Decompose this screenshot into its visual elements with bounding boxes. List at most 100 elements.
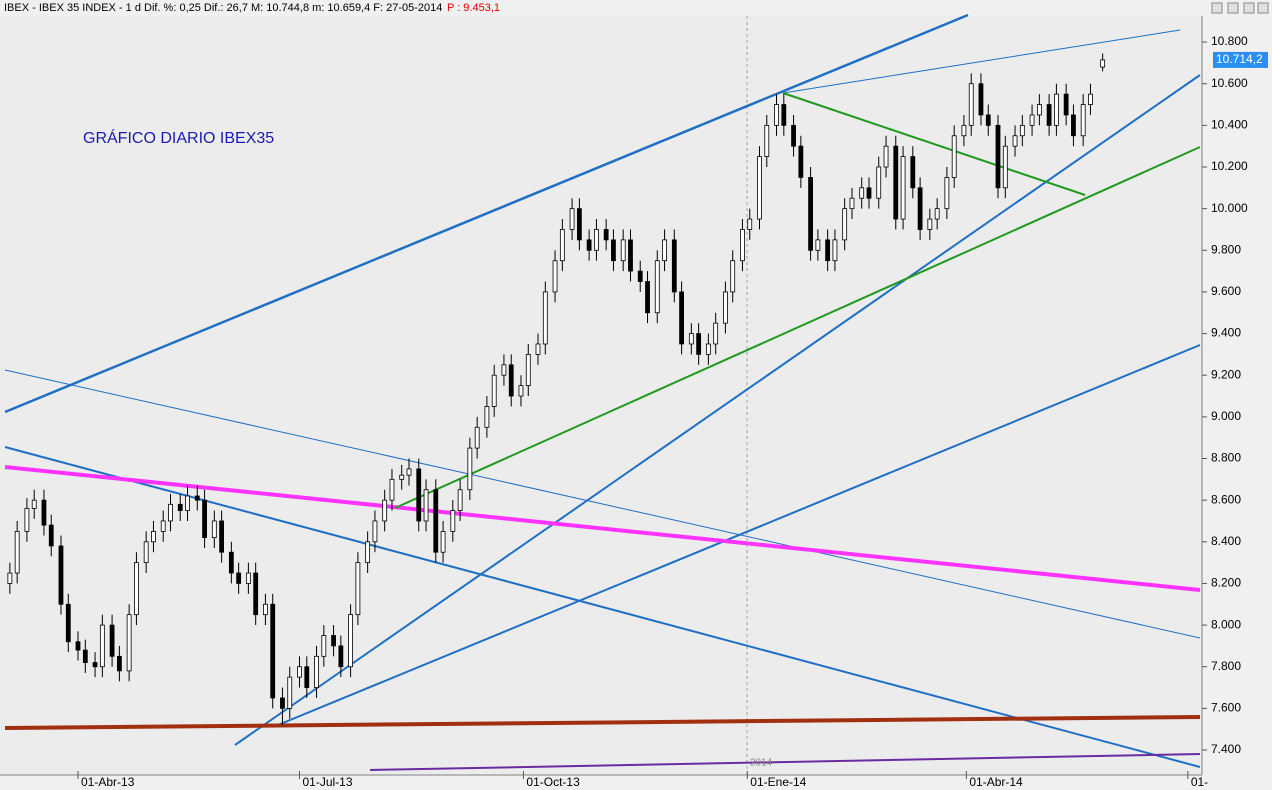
candle-body xyxy=(236,572,242,584)
candle-body xyxy=(263,603,268,616)
candle-body xyxy=(757,156,762,220)
candle-body xyxy=(389,478,395,501)
candle-body xyxy=(944,177,950,210)
candle-body xyxy=(48,524,54,547)
plot-area xyxy=(0,16,1202,775)
candle-body xyxy=(491,374,497,407)
trend-line xyxy=(782,29,1181,94)
candle-body xyxy=(815,239,821,251)
candle-body xyxy=(151,530,156,543)
x-tick-label: 01-Ene-14 xyxy=(750,775,806,789)
candle-body xyxy=(671,239,677,293)
candle-body xyxy=(484,406,490,428)
candle-body xyxy=(211,520,217,539)
candle-body xyxy=(525,353,531,387)
candle-body xyxy=(1100,59,1106,68)
candle-body xyxy=(228,551,234,574)
candle-body xyxy=(951,135,957,178)
trend-lines xyxy=(4,13,1201,771)
candle-body xyxy=(109,624,115,657)
candle-body xyxy=(603,229,609,241)
candle-body xyxy=(1002,145,1008,189)
candle-body xyxy=(978,83,984,116)
window-buttons xyxy=(1211,2,1269,14)
candle-body xyxy=(586,239,592,251)
candle-body xyxy=(679,291,684,345)
candle-body xyxy=(798,145,804,178)
candle-body xyxy=(569,208,575,230)
trend-line xyxy=(782,92,1086,196)
candle-body xyxy=(1029,114,1035,126)
candle-body xyxy=(143,541,149,564)
candle-body xyxy=(1012,135,1018,147)
candle-body xyxy=(961,124,967,137)
candle-body xyxy=(423,489,429,522)
candle-body xyxy=(645,281,650,314)
button-minimize[interactable] xyxy=(1227,2,1239,14)
candle-body xyxy=(372,520,378,543)
candle-body xyxy=(688,333,694,345)
candle-body xyxy=(705,343,711,355)
x-tick-label: 01-Abr-13 xyxy=(81,775,135,789)
candle-body xyxy=(219,520,225,553)
candle-body xyxy=(900,156,906,220)
candle-body xyxy=(774,104,779,126)
candle-body xyxy=(92,662,98,668)
candle-body xyxy=(41,499,47,526)
candle-body xyxy=(893,145,899,220)
trend-line xyxy=(234,74,1201,746)
candle-body xyxy=(399,474,405,480)
button-dropdown[interactable] xyxy=(1211,2,1223,14)
y-tick-label: 10.000 xyxy=(1211,201,1248,215)
candle-body xyxy=(440,530,446,553)
last-price-box xyxy=(1213,51,1268,68)
y-tick-label: 7.800 xyxy=(1211,659,1241,673)
candle-body xyxy=(348,614,354,668)
trend-line xyxy=(369,753,1201,771)
candle-body xyxy=(662,239,667,262)
trend-line xyxy=(394,146,1201,509)
candle-body xyxy=(467,447,473,491)
candle-body xyxy=(7,572,13,584)
candle-body xyxy=(338,645,344,668)
candle-body xyxy=(253,572,259,616)
y-tick-label: 9.000 xyxy=(1211,409,1241,423)
candle-body xyxy=(314,655,319,688)
y-tick-label: 8.600 xyxy=(1211,492,1241,506)
candle-body xyxy=(576,208,582,241)
y-tick-label: 10.200 xyxy=(1211,159,1248,173)
candle-body xyxy=(185,495,190,511)
trend-line xyxy=(4,13,969,414)
x-tick-label: 01-Jul-13 xyxy=(302,775,352,789)
candle-body xyxy=(995,124,1001,189)
candle-body xyxy=(764,124,770,157)
trend-line xyxy=(4,715,1201,730)
candle-body xyxy=(134,562,139,616)
candle-body xyxy=(31,499,37,509)
candle-body xyxy=(406,468,412,476)
candle-body xyxy=(508,364,514,397)
candle-body xyxy=(304,666,310,688)
candle-body xyxy=(859,187,865,199)
candle-body xyxy=(723,291,728,324)
candle-body xyxy=(654,260,660,314)
candle-body xyxy=(75,641,81,651)
candle-body xyxy=(1080,104,1086,137)
candle-body xyxy=(985,114,991,126)
candle-body xyxy=(24,508,30,532)
candle-body xyxy=(808,177,813,251)
candle-body xyxy=(297,666,302,678)
candle-body xyxy=(177,503,183,511)
candle-body xyxy=(832,239,838,262)
y-tick-label: 10.800 xyxy=(1211,34,1248,48)
button-maximize[interactable] xyxy=(1243,2,1255,14)
y-tick-label: 8.000 xyxy=(1211,617,1241,631)
button-close[interactable] xyxy=(1257,2,1269,14)
year-marker: 2014 xyxy=(750,758,773,769)
x-tick-label: 01-Abr-14 xyxy=(969,775,1023,789)
candle-body xyxy=(542,291,548,345)
candle-body xyxy=(65,603,71,643)
candle-body xyxy=(1088,93,1093,105)
